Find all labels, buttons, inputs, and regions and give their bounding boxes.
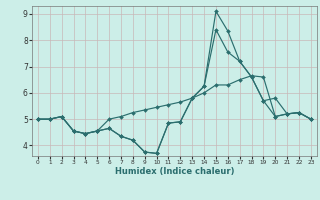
X-axis label: Humidex (Indice chaleur): Humidex (Indice chaleur) [115,167,234,176]
